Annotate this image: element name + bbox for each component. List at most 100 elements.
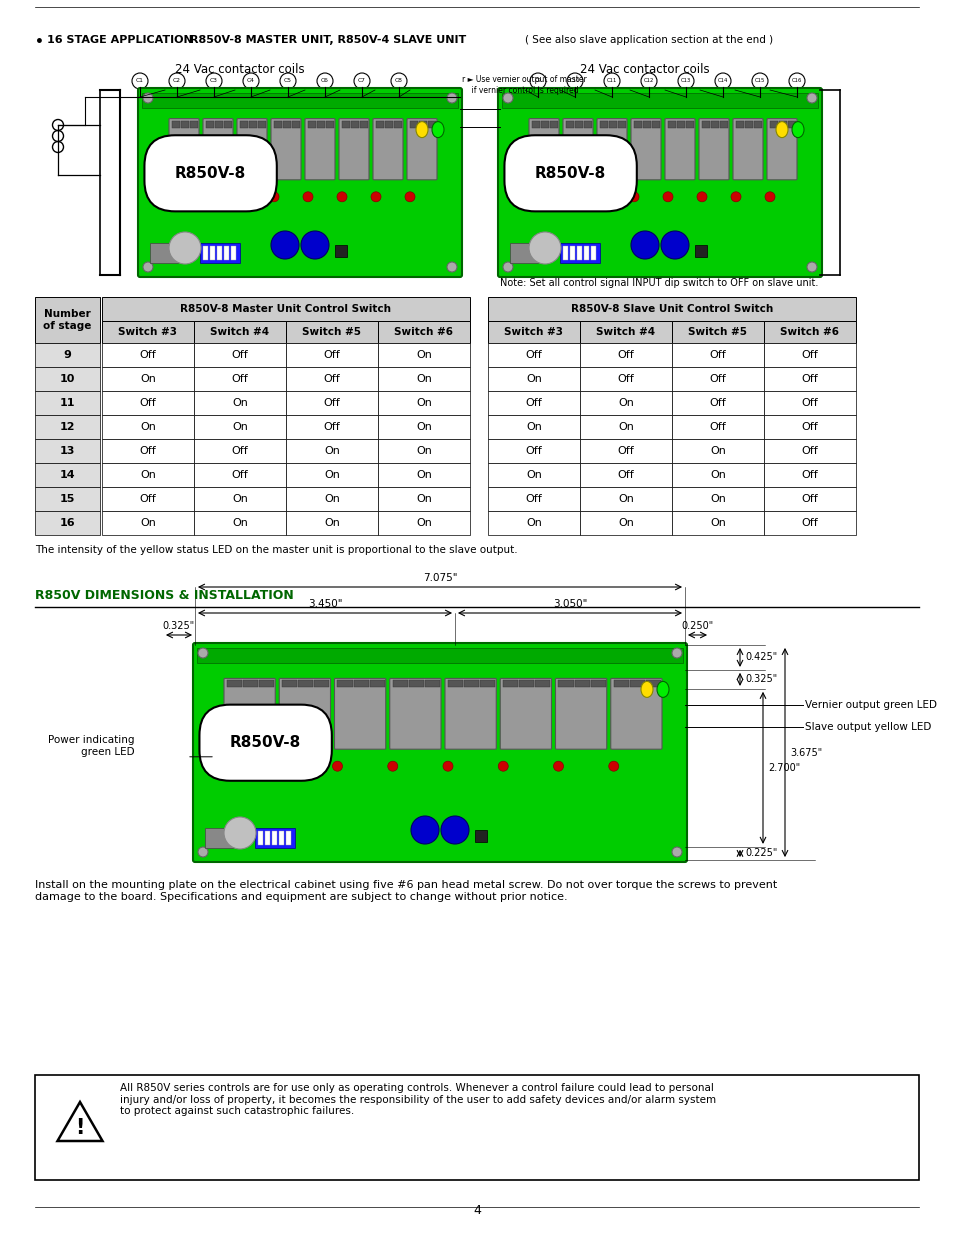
Text: Off: Off <box>525 494 542 504</box>
Bar <box>257 831 263 845</box>
Bar <box>409 680 423 688</box>
Ellipse shape <box>640 682 652 698</box>
Bar <box>720 121 727 127</box>
Bar <box>286 367 377 391</box>
Text: C6: C6 <box>321 79 329 84</box>
Bar <box>193 487 286 511</box>
Circle shape <box>553 761 563 771</box>
Bar <box>410 121 417 127</box>
Circle shape <box>201 191 211 201</box>
Circle shape <box>697 191 706 201</box>
Text: On: On <box>525 422 541 432</box>
Text: Off: Off <box>525 446 542 456</box>
Circle shape <box>269 191 278 201</box>
Text: R850V DIMENSIONS & INSTALLATION: R850V DIMENSIONS & INSTALLATION <box>35 589 294 601</box>
Text: Note: Set all control signal INPUT dip switch to OFF on slave unit.: Note: Set all control signal INPUT dip s… <box>499 278 818 288</box>
Bar <box>763 343 855 367</box>
Bar <box>787 121 795 127</box>
Bar <box>579 463 671 487</box>
Text: Off: Off <box>525 398 542 408</box>
FancyBboxPatch shape <box>203 119 233 180</box>
Circle shape <box>152 149 164 161</box>
FancyBboxPatch shape <box>224 678 275 750</box>
Text: C4: C4 <box>247 79 254 84</box>
Circle shape <box>764 191 774 201</box>
Text: Off: Off <box>709 398 725 408</box>
Ellipse shape <box>432 121 443 137</box>
Text: 24 Vac contactor coils: 24 Vac contactor coils <box>175 63 305 77</box>
Circle shape <box>243 73 258 89</box>
Text: 24 Vac contactor coils: 24 Vac contactor coils <box>579 63 709 77</box>
Text: On: On <box>618 398 634 408</box>
Bar <box>634 121 641 127</box>
Bar <box>102 391 193 415</box>
Bar <box>579 487 671 511</box>
Text: On: On <box>525 471 541 480</box>
Bar <box>377 487 470 511</box>
Text: On: On <box>232 494 248 504</box>
Bar <box>448 680 462 688</box>
Bar <box>763 487 855 511</box>
Circle shape <box>640 73 657 89</box>
Text: Off: Off <box>232 471 248 480</box>
Circle shape <box>169 232 201 264</box>
Text: Off: Off <box>709 422 725 432</box>
Bar <box>351 121 358 127</box>
Bar <box>579 367 671 391</box>
Circle shape <box>333 761 342 771</box>
Bar <box>193 438 286 463</box>
Circle shape <box>234 191 245 201</box>
Circle shape <box>788 73 804 89</box>
Bar <box>278 831 284 845</box>
Circle shape <box>671 648 681 658</box>
Text: C9: C9 <box>534 79 541 84</box>
Circle shape <box>806 262 816 272</box>
Bar <box>671 391 763 415</box>
Bar <box>326 121 334 127</box>
Text: C15: C15 <box>754 79 764 84</box>
Circle shape <box>207 715 219 726</box>
Text: Switch #4: Switch #4 <box>596 327 655 337</box>
Circle shape <box>751 73 767 89</box>
Bar <box>35 391 100 415</box>
Ellipse shape <box>791 121 803 137</box>
Text: Off: Off <box>801 494 818 504</box>
FancyBboxPatch shape <box>529 119 558 180</box>
Text: 15: 15 <box>60 494 75 504</box>
Text: Off: Off <box>232 374 248 384</box>
Circle shape <box>132 73 148 89</box>
Bar <box>193 463 286 487</box>
Bar <box>316 121 325 127</box>
Text: The intensity of the yellow status LED on the master unit is proportional to the: The intensity of the yellow status LED o… <box>35 545 517 555</box>
Bar <box>488 296 855 321</box>
Bar <box>488 415 579 438</box>
Circle shape <box>603 73 619 89</box>
Bar <box>599 121 607 127</box>
Bar <box>283 121 291 127</box>
Bar <box>205 827 233 848</box>
Circle shape <box>566 73 582 89</box>
Bar <box>286 343 377 367</box>
Bar <box>424 680 439 688</box>
Bar <box>710 121 719 127</box>
Ellipse shape <box>775 121 787 137</box>
Bar <box>286 321 377 343</box>
Text: On: On <box>618 422 634 432</box>
Bar <box>613 680 628 688</box>
Circle shape <box>628 191 639 201</box>
Bar <box>102 438 193 463</box>
Bar <box>206 121 213 127</box>
Bar <box>354 680 368 688</box>
Bar <box>35 296 100 343</box>
Bar <box>369 680 384 688</box>
Bar <box>518 680 534 688</box>
FancyBboxPatch shape <box>597 119 626 180</box>
Bar <box>377 415 470 438</box>
Circle shape <box>316 73 333 89</box>
Bar <box>590 680 605 688</box>
Text: 4: 4 <box>473 1204 480 1216</box>
Bar <box>575 121 582 127</box>
Text: Off: Off <box>709 350 725 359</box>
Bar <box>190 121 198 127</box>
Bar <box>142 93 457 107</box>
